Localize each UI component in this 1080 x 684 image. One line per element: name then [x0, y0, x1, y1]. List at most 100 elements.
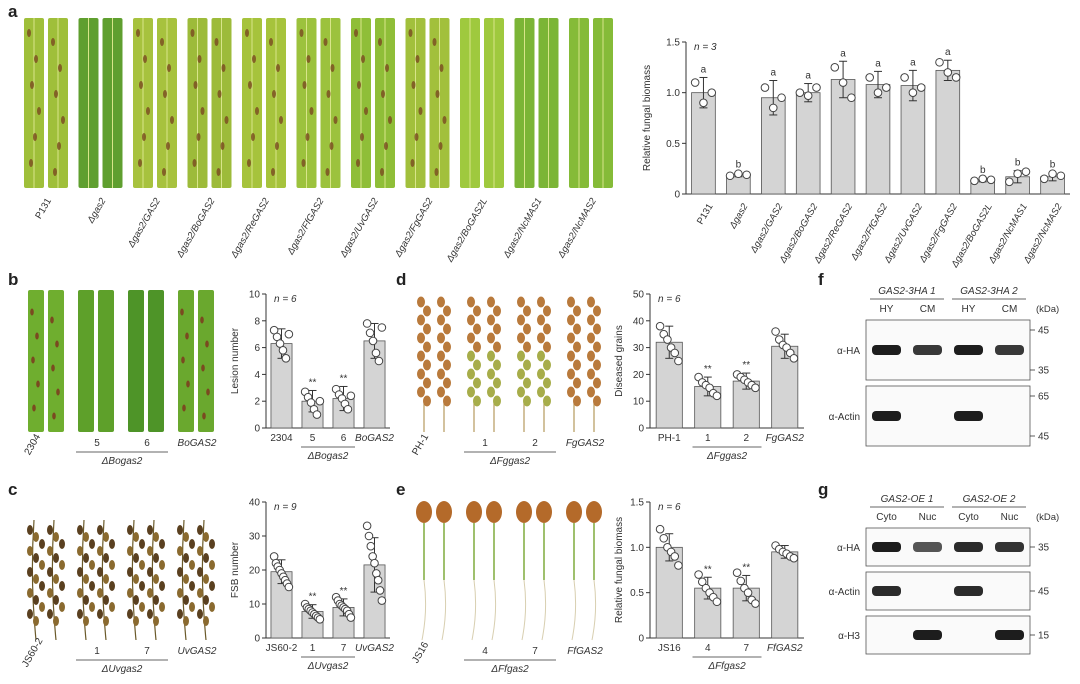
grain — [203, 595, 209, 605]
wheat-spikelet — [567, 386, 575, 398]
grain — [53, 574, 59, 584]
marker-label: 35 — [1038, 366, 1050, 377]
y-tick-label: 6 — [254, 343, 260, 354]
y-axis-label: FSB number — [230, 541, 241, 598]
leaf-strip — [28, 290, 44, 432]
lesion-spot — [58, 64, 62, 72]
wheat-spikelet — [417, 296, 425, 308]
antibody-label: α-HA — [837, 543, 860, 554]
grain — [197, 588, 203, 598]
leaf-strip — [198, 290, 214, 432]
wheat-spikelet — [437, 368, 445, 380]
data-point — [670, 552, 680, 561]
data-point — [743, 588, 753, 597]
data-point — [697, 577, 707, 587]
lesion-spot — [35, 332, 39, 340]
y-tick-label: 2 — [254, 397, 260, 408]
wheat-spikelet — [593, 323, 601, 335]
leaf-label: Δgas2/BoGAS2L — [444, 196, 490, 265]
grain — [183, 553, 189, 563]
grain — [77, 525, 83, 535]
grain — [33, 595, 39, 605]
seed — [436, 501, 452, 523]
lesion-spot — [221, 64, 226, 72]
grain — [53, 595, 59, 605]
data-point — [659, 533, 669, 543]
lesion-spot — [30, 308, 34, 316]
data-point — [882, 83, 891, 92]
grain — [203, 616, 209, 626]
significance-label: b — [1015, 158, 1021, 169]
group-label: ΔFfgas2 — [707, 661, 746, 672]
wheat-spikelet — [523, 359, 531, 371]
lesion-spot — [361, 55, 365, 63]
western-blot-g: GAS2-OE 1 GAS2-OE 2 Cyto Nuc Cyto Nuc (kDa) α-H… — [829, 494, 1059, 655]
data-point — [377, 323, 387, 332]
x-tick-label: Δgas2/NcMAS2 — [1021, 201, 1065, 266]
data-point — [908, 88, 918, 97]
leaf-strip — [78, 290, 94, 432]
wheat-spikelet — [487, 314, 495, 326]
blot-band — [872, 411, 901, 421]
significance-label: ** — [340, 586, 348, 597]
lesion-spot — [306, 55, 311, 63]
wheat-spikelet — [593, 377, 601, 389]
data-point — [284, 582, 294, 592]
grain — [33, 616, 39, 626]
blot-band — [872, 586, 901, 596]
data-point — [830, 63, 840, 72]
root — [441, 579, 447, 641]
wheat-spikelet — [473, 323, 481, 335]
data-point — [373, 575, 383, 585]
panicle-stem — [201, 519, 207, 641]
lesion-spot — [193, 81, 198, 89]
x-tick-label: 6 — [341, 433, 347, 444]
data-point — [777, 93, 786, 103]
wheat-spikelet — [543, 359, 551, 371]
leaf-label: Δgas2/GAS2 — [125, 196, 163, 251]
lesion-spot — [162, 168, 166, 176]
lesion-spot — [411, 81, 416, 89]
x-tick-label: 4 — [705, 643, 711, 654]
leaf-labels: P131 Δgas2 Δgas2/GAS2 Δgas2/BoGAS2 Δgas2/ReG… — [33, 196, 599, 265]
y-tick-label: 40 — [249, 498, 261, 509]
data-point — [694, 570, 703, 579]
lesion-spot — [275, 142, 279, 150]
grain — [159, 539, 165, 549]
group-label: ΔFggas2 — [489, 456, 531, 467]
significance-label: ** — [340, 373, 348, 384]
x-tick-label: JS60-2 — [266, 643, 298, 654]
grain — [53, 553, 59, 563]
seed — [466, 501, 482, 523]
grain — [109, 539, 115, 549]
grain — [103, 616, 109, 626]
lesion-spot — [166, 142, 170, 150]
data-point — [315, 396, 325, 406]
leaf-photo-grid-a: P131 Δgas2 Δgas2/GAS2 Δgas2/BoGAS2 Δgas2/ReG… — [24, 18, 613, 265]
grain — [59, 602, 65, 612]
wheat-spikelet — [537, 314, 545, 326]
lesion-spot — [380, 168, 384, 176]
wheat-spikelet — [487, 350, 495, 362]
grain — [127, 609, 133, 619]
panicle-stem — [51, 519, 57, 641]
x-tick-label: Δgas2/FfGAS2 — [848, 201, 890, 263]
grain — [189, 602, 195, 612]
lesion-spot — [136, 29, 140, 37]
grain — [109, 560, 115, 570]
significance-label: ** — [704, 364, 712, 375]
data-point — [707, 88, 717, 97]
wheat-spikelet — [437, 386, 445, 398]
y-axis-label: Lesion number — [230, 327, 241, 394]
image-label: FfGAS2 — [567, 646, 603, 657]
grain — [133, 616, 139, 626]
grain — [33, 553, 39, 563]
grain — [147, 567, 153, 577]
leaf-label: Δgas2 — [85, 196, 109, 226]
panel-letter-b: b — [8, 270, 19, 289]
seed — [566, 501, 582, 523]
lesion-spot — [185, 332, 189, 340]
root — [591, 579, 597, 641]
wheat-spikelet — [493, 341, 501, 353]
lesion-spot — [30, 81, 34, 89]
